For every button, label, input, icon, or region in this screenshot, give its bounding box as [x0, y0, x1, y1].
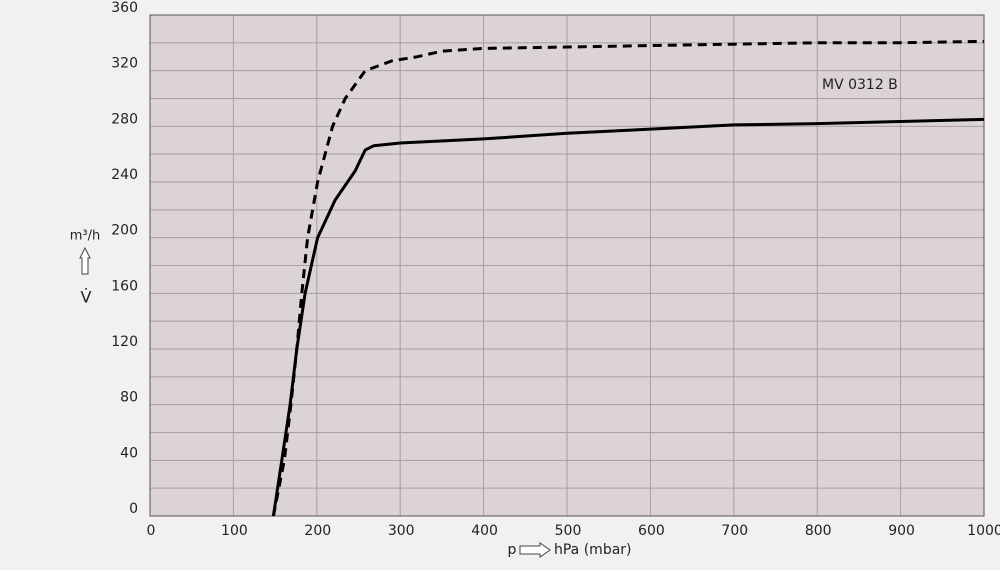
- x-tick-label: 300: [388, 523, 415, 539]
- y-tick-label: 320: [111, 56, 138, 72]
- y-axis-unit: m³/h: [70, 229, 101, 244]
- data-line: [271, 39, 985, 517]
- x-tick-label: 600: [638, 523, 665, 539]
- y-tick-label: 80: [120, 390, 138, 406]
- y-tick-label: 200: [111, 223, 138, 239]
- y-axis-arrow: [79, 246, 91, 275]
- y-axis-symbol: V̇: [81, 288, 92, 307]
- y-tick-label: 360: [111, 0, 138, 16]
- y-tick-label: 160: [111, 278, 138, 294]
- x-axis-unit: hPa (mbar): [554, 542, 632, 558]
- data-line: [271, 117, 985, 517]
- y-tick-label: 0: [129, 501, 138, 517]
- x-tick-label: 700: [721, 523, 748, 539]
- y-tick-label: 120: [111, 334, 138, 350]
- y-tick-label: 280: [111, 111, 138, 127]
- x-tick-label: 200: [304, 523, 331, 539]
- x-tick-label: 400: [471, 523, 498, 539]
- x-tick-label: 800: [805, 523, 832, 539]
- x-tick-label: 0: [147, 523, 156, 539]
- x-axis-arrow: [519, 542, 551, 558]
- y-tick-label: 40: [120, 445, 138, 461]
- y-tick-label: 240: [111, 167, 138, 183]
- x-axis-symbol: p: [508, 542, 517, 558]
- x-tick-label: 1000: [967, 523, 1000, 539]
- x-tick-label: 100: [221, 523, 248, 539]
- plot-border: [149, 14, 985, 517]
- annotation: MV 0312 B: [822, 77, 898, 93]
- x-tick-label: 500: [555, 523, 582, 539]
- x-tick-label: 900: [888, 523, 915, 539]
